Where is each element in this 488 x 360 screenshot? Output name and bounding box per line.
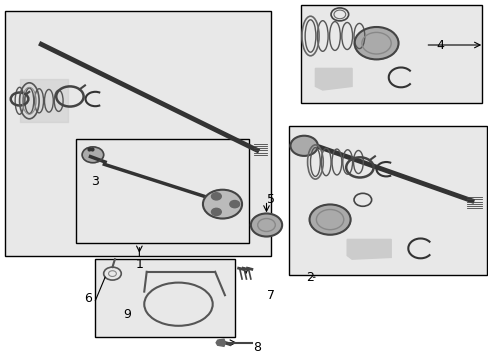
Text: 8: 8 xyxy=(252,341,260,354)
Circle shape xyxy=(211,193,221,200)
Bar xyxy=(300,5,481,103)
Bar xyxy=(288,126,486,275)
Text: 5: 5 xyxy=(267,193,275,206)
Text: 3: 3 xyxy=(91,175,99,188)
Circle shape xyxy=(229,201,239,208)
Text: 7: 7 xyxy=(267,289,275,302)
Circle shape xyxy=(82,147,103,163)
Bar xyxy=(76,139,249,243)
Circle shape xyxy=(211,208,221,216)
Circle shape xyxy=(354,27,398,59)
Text: 2: 2 xyxy=(306,271,314,284)
Circle shape xyxy=(250,213,282,237)
Polygon shape xyxy=(315,68,351,90)
Polygon shape xyxy=(346,239,390,259)
Polygon shape xyxy=(216,339,225,346)
Text: 4: 4 xyxy=(435,39,443,51)
Text: 9: 9 xyxy=(123,309,131,321)
Bar xyxy=(5,11,271,256)
Circle shape xyxy=(203,190,242,219)
Circle shape xyxy=(309,204,350,235)
Bar xyxy=(95,259,234,337)
Text: 1: 1 xyxy=(135,258,143,271)
Text: 6: 6 xyxy=(84,292,92,305)
Circle shape xyxy=(290,136,317,156)
